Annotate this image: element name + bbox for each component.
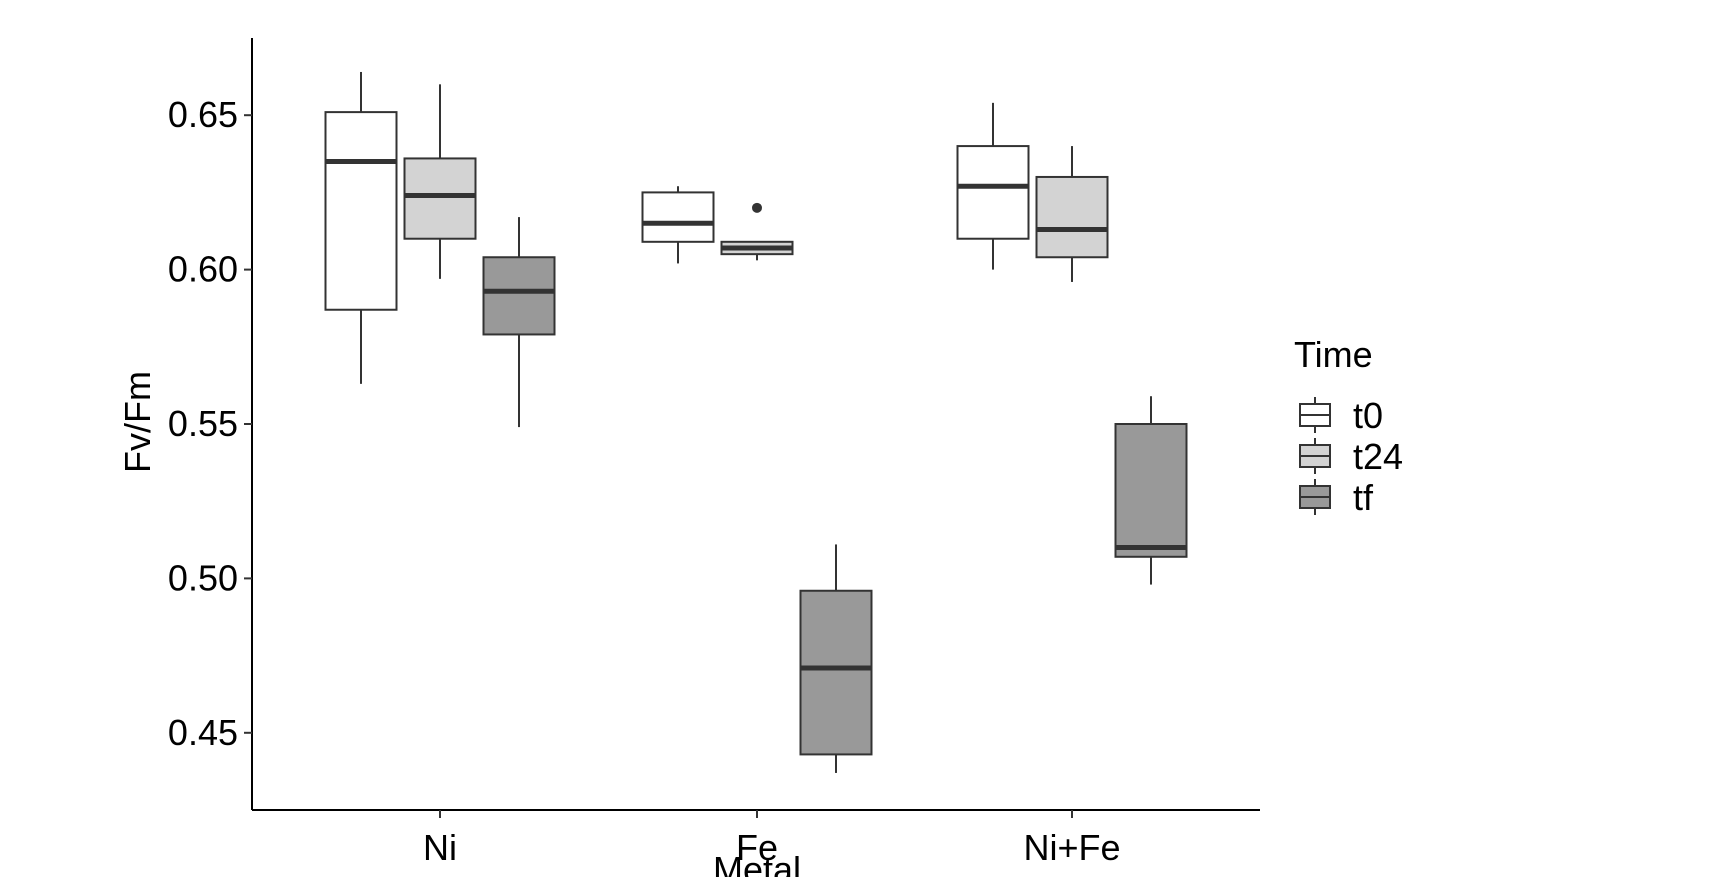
legend-key-t24 bbox=[1299, 438, 1331, 474]
outlier-point bbox=[752, 202, 762, 213]
box-t24-fe bbox=[720, 202, 794, 261]
plot-area bbox=[324, 71, 1188, 773]
box-iqr bbox=[641, 191, 715, 243]
box-iqr bbox=[956, 145, 1030, 240]
axes: 0.45 0.50 0.55 0.60 0.65 Ni Fe Ni+Fe bbox=[168, 38, 1260, 868]
box-t0-ni-fe bbox=[956, 102, 1030, 270]
box-iqr bbox=[482, 256, 556, 336]
legend-label-t24: t24 bbox=[1353, 436, 1403, 477]
box-tf-ni-fe bbox=[1114, 396, 1188, 585]
x-tick-label: Ni+Fe bbox=[1023, 827, 1120, 868]
box-tf-fe bbox=[799, 544, 873, 773]
box-iqr bbox=[799, 589, 873, 756]
legend-key-t0 bbox=[1299, 397, 1331, 433]
box-t0-fe bbox=[641, 186, 715, 264]
box-iqr bbox=[1035, 175, 1109, 259]
y-tick-label: 0.60 bbox=[168, 249, 238, 290]
x-tick-label: Fe bbox=[736, 827, 778, 868]
box-t0-ni bbox=[324, 71, 398, 384]
box-t24-ni-fe bbox=[1035, 146, 1109, 282]
box-iqr bbox=[1114, 423, 1188, 558]
legend-key-tf bbox=[1299, 479, 1331, 515]
box-tf-ni bbox=[482, 217, 556, 428]
box-t24-ni bbox=[403, 84, 477, 279]
x-tick-label: Ni bbox=[423, 827, 457, 868]
y-tick-label: 0.45 bbox=[168, 712, 238, 753]
y-axis-title: Fv/Fm bbox=[117, 371, 158, 473]
x-axis-title: Metal bbox=[713, 849, 801, 877]
y-tick-label: 0.65 bbox=[168, 94, 238, 135]
box-iqr bbox=[324, 111, 398, 311]
legend-title: Time bbox=[1294, 334, 1373, 375]
y-tick-label: 0.55 bbox=[168, 403, 238, 444]
y-tick-label: 0.50 bbox=[168, 557, 238, 598]
legend-label-t0: t0 bbox=[1353, 395, 1383, 436]
box-iqr bbox=[403, 157, 477, 240]
legend-label-tf: tf bbox=[1353, 477, 1374, 518]
